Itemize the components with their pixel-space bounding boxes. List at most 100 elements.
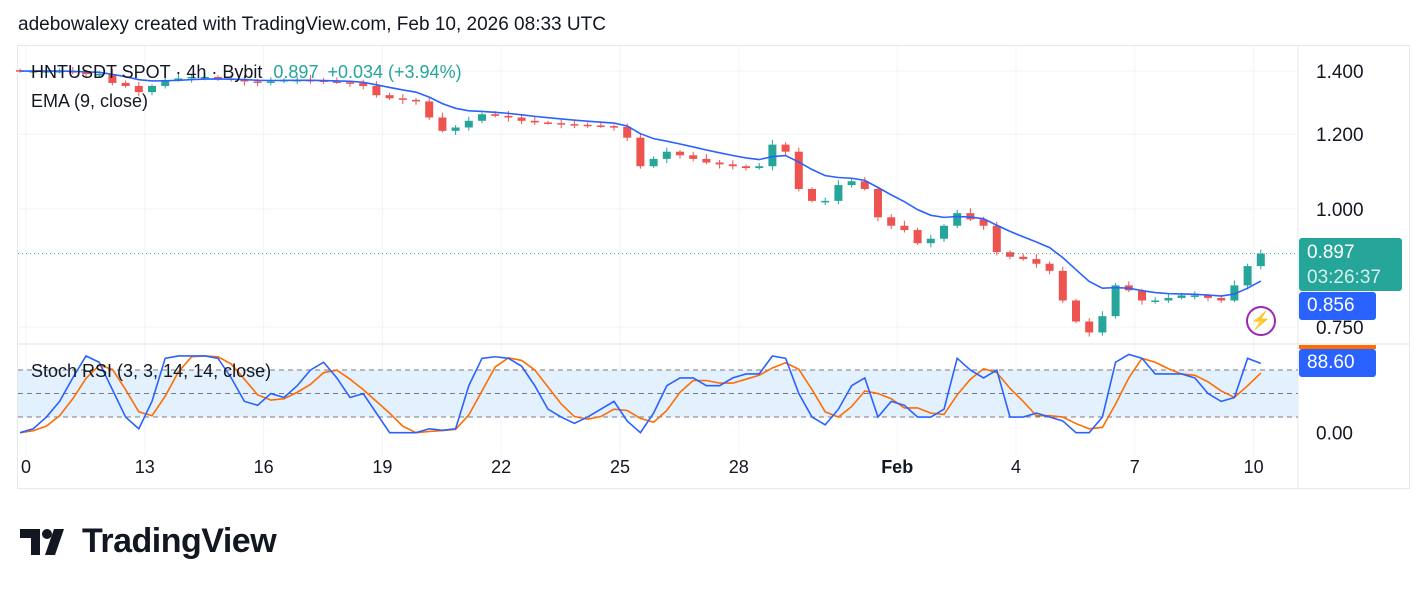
price-tick-label: 1.000 bbox=[1316, 200, 1364, 221]
legend-price: 0.897 bbox=[273, 62, 319, 82]
candle bbox=[359, 82, 368, 86]
candle bbox=[900, 225, 909, 231]
stoch-k-line bbox=[19, 353, 1262, 434]
candle bbox=[121, 82, 130, 86]
candle bbox=[940, 225, 948, 239]
candle bbox=[728, 164, 737, 167]
candle bbox=[1204, 295, 1212, 298]
candle bbox=[1138, 290, 1146, 301]
stoch-d-line bbox=[19, 355, 1262, 434]
stoch-value-label: 88.60 bbox=[1299, 349, 1376, 377]
last-price-label: 0.897 03:26:37 bbox=[1299, 238, 1402, 291]
candle bbox=[1177, 295, 1186, 298]
candle bbox=[1072, 300, 1080, 322]
tradingview-wordmark: TradingView bbox=[82, 522, 277, 560]
candle bbox=[794, 151, 803, 189]
candle bbox=[438, 117, 447, 131]
tradingview-logo-icon bbox=[20, 528, 64, 555]
candle bbox=[187, 76, 196, 79]
candle bbox=[689, 155, 698, 159]
chart-attribution: adebowalexy created with TradingView.com… bbox=[18, 14, 606, 35]
candle bbox=[610, 126, 618, 128]
candle bbox=[148, 85, 156, 93]
candle bbox=[926, 238, 935, 244]
candle bbox=[992, 225, 1001, 253]
tradingview-logo[interactable]: TradingView bbox=[20, 522, 277, 561]
candle bbox=[847, 181, 856, 186]
candle bbox=[596, 125, 605, 127]
time-tick-label: 10 bbox=[1244, 457, 1264, 477]
candle bbox=[346, 82, 354, 84]
legend-symbol[interactable]: HNTUSDT SPOT · 4h · Bybit bbox=[31, 62, 263, 82]
time-tick-label: 13 bbox=[135, 457, 155, 477]
candle bbox=[1217, 297, 1226, 301]
candle bbox=[1230, 285, 1239, 301]
time-tick-label: 28 bbox=[729, 457, 749, 477]
time-tick-label: Feb bbox=[881, 457, 913, 477]
candle bbox=[266, 81, 275, 83]
time-tick-label: 16 bbox=[254, 457, 274, 477]
candle bbox=[1243, 266, 1252, 286]
candle bbox=[623, 126, 632, 138]
legend-change: +0.034 (+3.94%) bbox=[327, 62, 462, 82]
legend-ema[interactable]: EMA (9, close) bbox=[31, 91, 149, 111]
candle bbox=[385, 95, 394, 99]
candle bbox=[504, 115, 513, 118]
legend-stoch-rsi[interactable]: Stoch RSI (3, 3, 14, 14, close) bbox=[31, 361, 272, 381]
time-tick-label: 22 bbox=[491, 457, 511, 477]
candle bbox=[200, 76, 209, 79]
stoch-d-marker bbox=[1299, 345, 1376, 349]
candle bbox=[412, 99, 420, 102]
candle bbox=[1032, 259, 1041, 264]
candle bbox=[1019, 256, 1028, 260]
time-tick-label: 0 bbox=[21, 457, 31, 477]
candle bbox=[253, 81, 262, 83]
last-price-value: 0.897 bbox=[1307, 242, 1355, 263]
candle bbox=[636, 137, 645, 167]
candle bbox=[808, 188, 816, 201]
chart-frame bbox=[17, 45, 1410, 489]
candle bbox=[1256, 253, 1265, 267]
candle bbox=[82, 72, 90, 75]
price-tick-label: 0.750 bbox=[1316, 318, 1364, 339]
candle bbox=[1058, 270, 1067, 301]
candle bbox=[781, 144, 790, 152]
candle bbox=[860, 181, 869, 189]
candle bbox=[834, 185, 843, 201]
candle bbox=[913, 230, 922, 244]
candle bbox=[95, 73, 104, 76]
candle bbox=[953, 213, 962, 226]
candle bbox=[134, 85, 143, 93]
lightning-alert-icon[interactable]: ⚡ bbox=[1246, 306, 1276, 336]
candle bbox=[174, 78, 183, 80]
candle bbox=[662, 151, 671, 159]
time-tick-label: 25 bbox=[610, 457, 630, 477]
candle bbox=[821, 200, 830, 203]
candle bbox=[570, 124, 579, 126]
candle bbox=[557, 123, 566, 125]
candle bbox=[1006, 252, 1014, 257]
candle bbox=[742, 166, 750, 169]
candle bbox=[451, 127, 460, 131]
candle bbox=[161, 79, 170, 86]
candle bbox=[702, 158, 711, 163]
candle bbox=[1111, 285, 1120, 317]
candle bbox=[1190, 295, 1199, 297]
time-tick-label: 4 bbox=[1011, 457, 1021, 477]
candle bbox=[583, 124, 592, 127]
candle bbox=[715, 162, 724, 165]
candle bbox=[478, 114, 486, 121]
price-tick-label: 1.200 bbox=[1316, 125, 1364, 146]
candle bbox=[649, 158, 658, 167]
stoch-tick-label: 0.00 bbox=[1316, 424, 1353, 445]
time-tick-label: 19 bbox=[372, 457, 392, 477]
candle bbox=[372, 85, 381, 96]
candle bbox=[108, 73, 117, 83]
candle bbox=[874, 188, 882, 218]
candle bbox=[676, 151, 684, 156]
candle bbox=[464, 120, 473, 128]
candle bbox=[240, 79, 249, 82]
candle bbox=[332, 81, 341, 83]
ema-line bbox=[20, 70, 1262, 297]
